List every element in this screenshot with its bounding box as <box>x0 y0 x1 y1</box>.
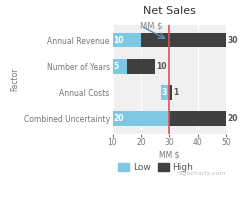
X-axis label: MM $: MM $ <box>159 150 180 159</box>
Bar <box>112 59 127 74</box>
Text: 20: 20 <box>227 114 238 123</box>
Bar <box>169 85 172 100</box>
Text: 1: 1 <box>173 88 179 97</box>
Bar <box>161 85 169 100</box>
Text: 5: 5 <box>114 62 119 71</box>
Bar <box>112 111 169 126</box>
Text: Highcharts.com: Highcharts.com <box>177 171 226 176</box>
Text: 3: 3 <box>162 88 167 97</box>
Text: 10: 10 <box>114 36 124 45</box>
Text: 10: 10 <box>156 62 167 71</box>
Bar <box>169 111 226 126</box>
Y-axis label: Factor: Factor <box>10 68 20 91</box>
Legend: Low, High: Low, High <box>115 159 197 176</box>
Bar <box>127 59 155 74</box>
Text: MM $: MM $ <box>140 22 163 31</box>
Bar <box>141 33 226 48</box>
Text: 20: 20 <box>114 114 124 123</box>
Bar <box>112 33 141 48</box>
Text: 30: 30 <box>227 36 238 45</box>
Title: Net Sales: Net Sales <box>143 6 196 16</box>
